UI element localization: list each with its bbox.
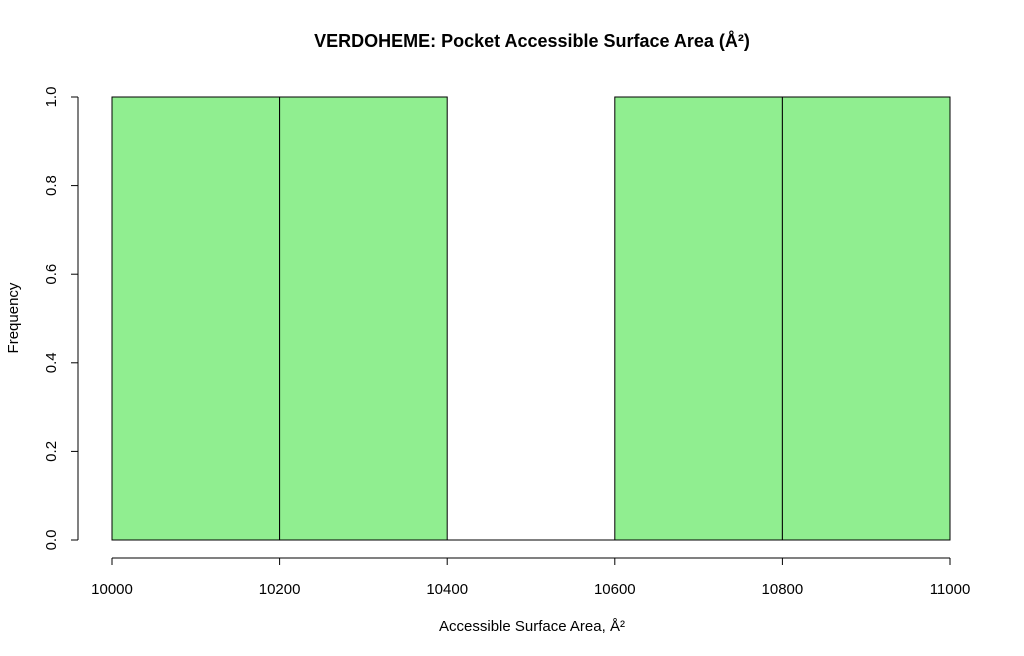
x-tick-label-3: 10600 <box>594 581 636 598</box>
y-axis: 0.0 0.2 0.4 0.6 0.8 1.0 <box>43 87 79 551</box>
y-tick-label-5: 1.0 <box>43 87 60 108</box>
histogram-bar-0 <box>111 96 281 541</box>
x-tick-label-2: 10400 <box>426 581 468 598</box>
x-tick-label-5: 11000 <box>930 581 971 598</box>
x-tick-label-4: 10800 <box>762 581 804 598</box>
x-tick-label-0: 10000 <box>91 581 133 598</box>
y-tick-label-2: 0.4 <box>43 352 60 373</box>
y-tick-label-1: 0.2 <box>43 441 60 462</box>
y-axis-label: Frequency <box>5 282 22 353</box>
histogram-bar-4 <box>781 96 951 541</box>
y-tick-label-4: 0.8 <box>43 175 60 196</box>
histogram-bar-1 <box>279 96 448 541</box>
x-axis-label: Accessible Surface Area, Å² <box>439 618 625 635</box>
bars-group <box>111 96 951 541</box>
x-tick-label-1: 10200 <box>259 581 301 598</box>
x-axis: 10000 10200 10400 10600 10800 11000 <box>91 557 971 598</box>
y-tick-label-3: 0.6 <box>43 264 60 285</box>
histogram-bar-3 <box>614 96 783 541</box>
chart-title: VERDOHEME: Pocket Accessible Surface Are… <box>314 31 750 51</box>
y-tick-label-0: 0.0 <box>43 530 60 551</box>
